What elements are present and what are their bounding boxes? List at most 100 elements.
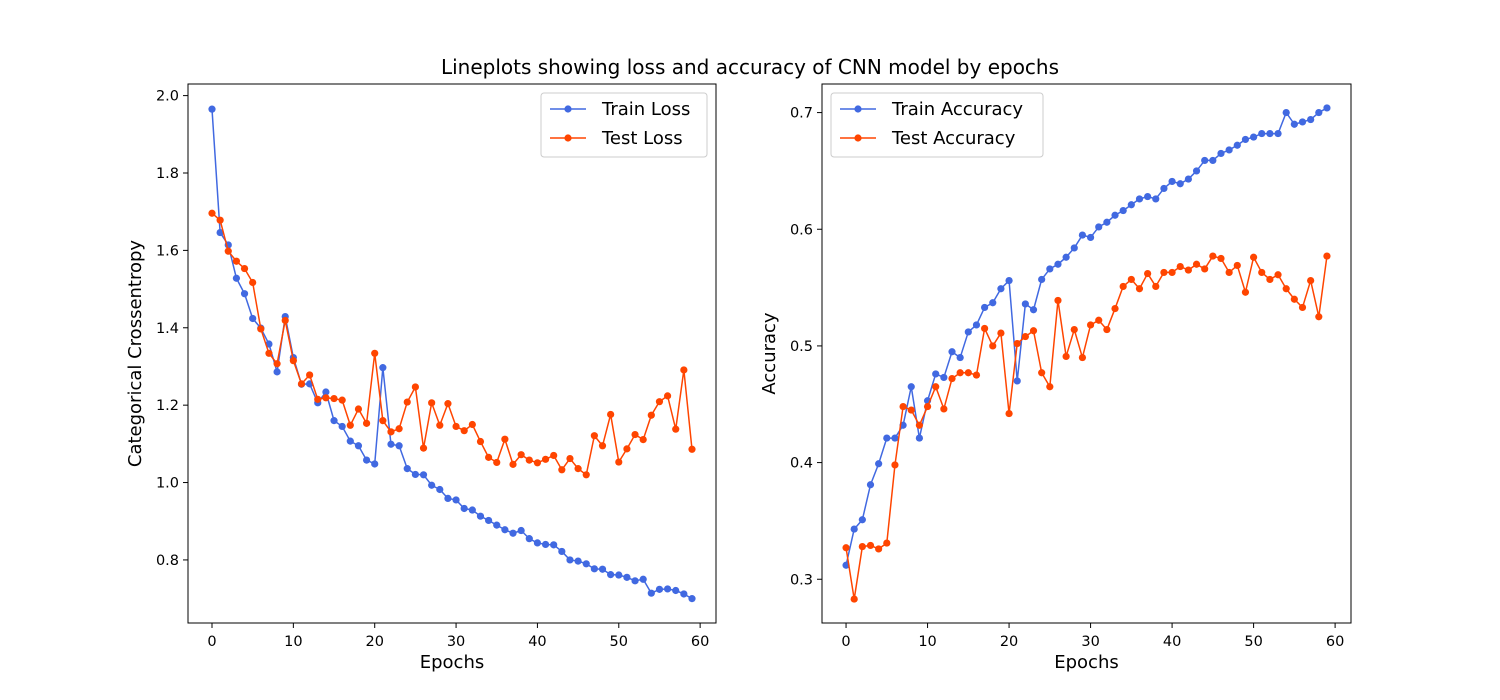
accuracy-series-1-point-45: [1209, 252, 1217, 260]
loss-series-0-point-38: [517, 526, 525, 535]
accuracy-y-tick-label-0: 0.3: [790, 572, 813, 588]
accuracy-series-0-point-58: [1315, 108, 1323, 117]
accuracy-plot-frame: [821, 83, 1352, 624]
loss-series-0-point-34: [485, 516, 493, 525]
accuracy-series-1-point-5: [883, 539, 891, 547]
accuracy-series-0-point-15: [964, 328, 972, 336]
accuracy-series-0-point-57: [1307, 115, 1315, 124]
accuracy-series-1-point-1: [850, 595, 858, 603]
accuracy-series-1-point-34: [1119, 282, 1127, 291]
loss-series-1-point-1: [216, 216, 224, 224]
accuracy-series-0-point-4: [875, 460, 883, 468]
loss-series-1-point-39: [525, 456, 533, 464]
accuracy-legend-box: [830, 92, 1044, 158]
loss-series-0-point-20: [371, 460, 379, 468]
loss-y-tick-label-3: 1.4: [156, 321, 179, 337]
accuracy-chart: 0 10 20 30 40 50 60 0.3 0.4 0.5 0.6 0.7 Epochs Accura…: [759, 83, 1352, 673]
accuracy-series-1-point-29: [1078, 353, 1087, 362]
loss-series-0-point-37: [509, 529, 517, 537]
loss-series-1-point-18: [354, 405, 363, 413]
loss-series-1-point-54: [647, 411, 655, 419]
accuracy-series-1-point-41: [1176, 262, 1184, 271]
loss-series-0-point-41: [541, 540, 550, 549]
loss-series-0-point-44: [566, 556, 574, 564]
accuracy-series-1-point-53: [1274, 271, 1282, 279]
loss-series-1-point-0: [208, 209, 216, 217]
loss-series-1-point-57: [672, 425, 680, 433]
accuracy-series-1-point-32: [1103, 325, 1111, 334]
accuracy-x-tick-label-2: 20: [1000, 634, 1018, 650]
accuracy-x-tick-label-3: 30: [1081, 634, 1099, 650]
loss-series-1-point-45: [574, 465, 582, 473]
loss-series-0-point-46: [582, 560, 590, 568]
loss-legend: Train Loss Test Loss: [540, 92, 708, 158]
accuracy-series-0-point-2: [858, 516, 866, 524]
loss-series-0-point-8: [273, 368, 281, 376]
loss-series-0-point-54: [647, 589, 655, 597]
accuracy-series-0-point-28: [1070, 244, 1078, 252]
loss-series-0-point-15: [330, 417, 338, 425]
loss-series-1-point-40: [533, 459, 542, 467]
accuracy-y-tick-label-1: 0.4: [790, 456, 813, 472]
loss-series-0-point-53: [639, 575, 647, 583]
accuracy-series-1-point-14: [956, 369, 964, 377]
loss-series-0-point-3: [232, 274, 241, 282]
loss-series-0-point-21: [379, 364, 387, 372]
accuracy-series-0-point-3: [866, 481, 875, 489]
loss-series-0-point-28: [436, 485, 444, 494]
accuracy-series-1-point-17: [981, 324, 989, 333]
loss-series-1-point-38: [517, 451, 525, 459]
accuracy-series-0-point-54: [1282, 108, 1290, 117]
accuracy-series-1-point-35: [1127, 275, 1135, 284]
accuracy-series-0-point-16: [972, 321, 981, 329]
accuracy-series-0-point-53: [1274, 129, 1282, 138]
accuracy-series-0-point-48: [1233, 141, 1241, 149]
accuracy-series-0-point-8: [907, 383, 915, 391]
accuracy-series-0-point-51: [1258, 129, 1266, 138]
loss-series-1-point-17: [346, 421, 354, 429]
accuracy-series-1-point-37: [1144, 269, 1152, 278]
loss-series-0-point-51: [623, 573, 631, 581]
accuracy-series-1-point-56: [1298, 303, 1307, 312]
loss-series-1-point-20: [371, 349, 379, 357]
loss-series-1-point-5: [249, 278, 257, 287]
loss-y-tick-label-0: 0.8: [156, 553, 179, 569]
loss-series-1-point-30: [452, 422, 460, 431]
loss-series-0-point-48: [598, 565, 607, 573]
loss-series-0-point-17: [346, 437, 354, 445]
loss-series-1-point-9: [281, 316, 289, 325]
accuracy-series-1-point-39: [1160, 268, 1168, 277]
accuracy-y-tick-label-4: 0.7: [790, 106, 813, 122]
accuracy-series-1-point-10: [923, 402, 932, 411]
loss-x-tick-label-2: 20: [365, 634, 383, 650]
accuracy-series-0-point-11: [932, 370, 940, 378]
accuracy-series-0-point-29: [1078, 231, 1087, 239]
loss-y-tick-label-4: 1.6: [156, 243, 179, 259]
loss-x-tick-label-6: 60: [691, 634, 709, 650]
loss-legend-swatch-marker-0: [564, 105, 572, 113]
accuracy-series-0-point-45: [1209, 156, 1217, 165]
accuracy-series-0-point-46: [1217, 149, 1225, 158]
loss-series-1-point-29: [444, 400, 452, 408]
accuracy-series-1-point-11: [932, 383, 940, 391]
accuracy-series-1-point-18: [989, 342, 997, 350]
loss-x-tick-label-0: 0: [207, 634, 216, 650]
loss-series-0-point-35: [493, 521, 501, 529]
accuracy-series-1-point-49: [1241, 288, 1250, 296]
loss-series-1-point-49: [607, 410, 615, 419]
loss-series-1-point-23: [395, 425, 403, 433]
loss-series-1-point-53: [639, 435, 647, 444]
loss-series-0-point-36: [501, 526, 509, 534]
loss-series-line-0: [211, 109, 693, 600]
accuracy-series-0-point-52: [1266, 129, 1274, 138]
loss-series-1-point-19: [362, 419, 371, 427]
loss-series-1-point-16: [338, 396, 346, 404]
accuracy-series-0-point-44: [1201, 156, 1209, 165]
accuracy-series-0-point-12: [940, 373, 948, 382]
loss-series-0-point-18: [354, 442, 363, 450]
accuracy-y-tick-label-2: 0.5: [790, 339, 813, 355]
loss-series-0-point-0: [208, 105, 216, 113]
loss-series-1-point-44: [566, 454, 574, 463]
